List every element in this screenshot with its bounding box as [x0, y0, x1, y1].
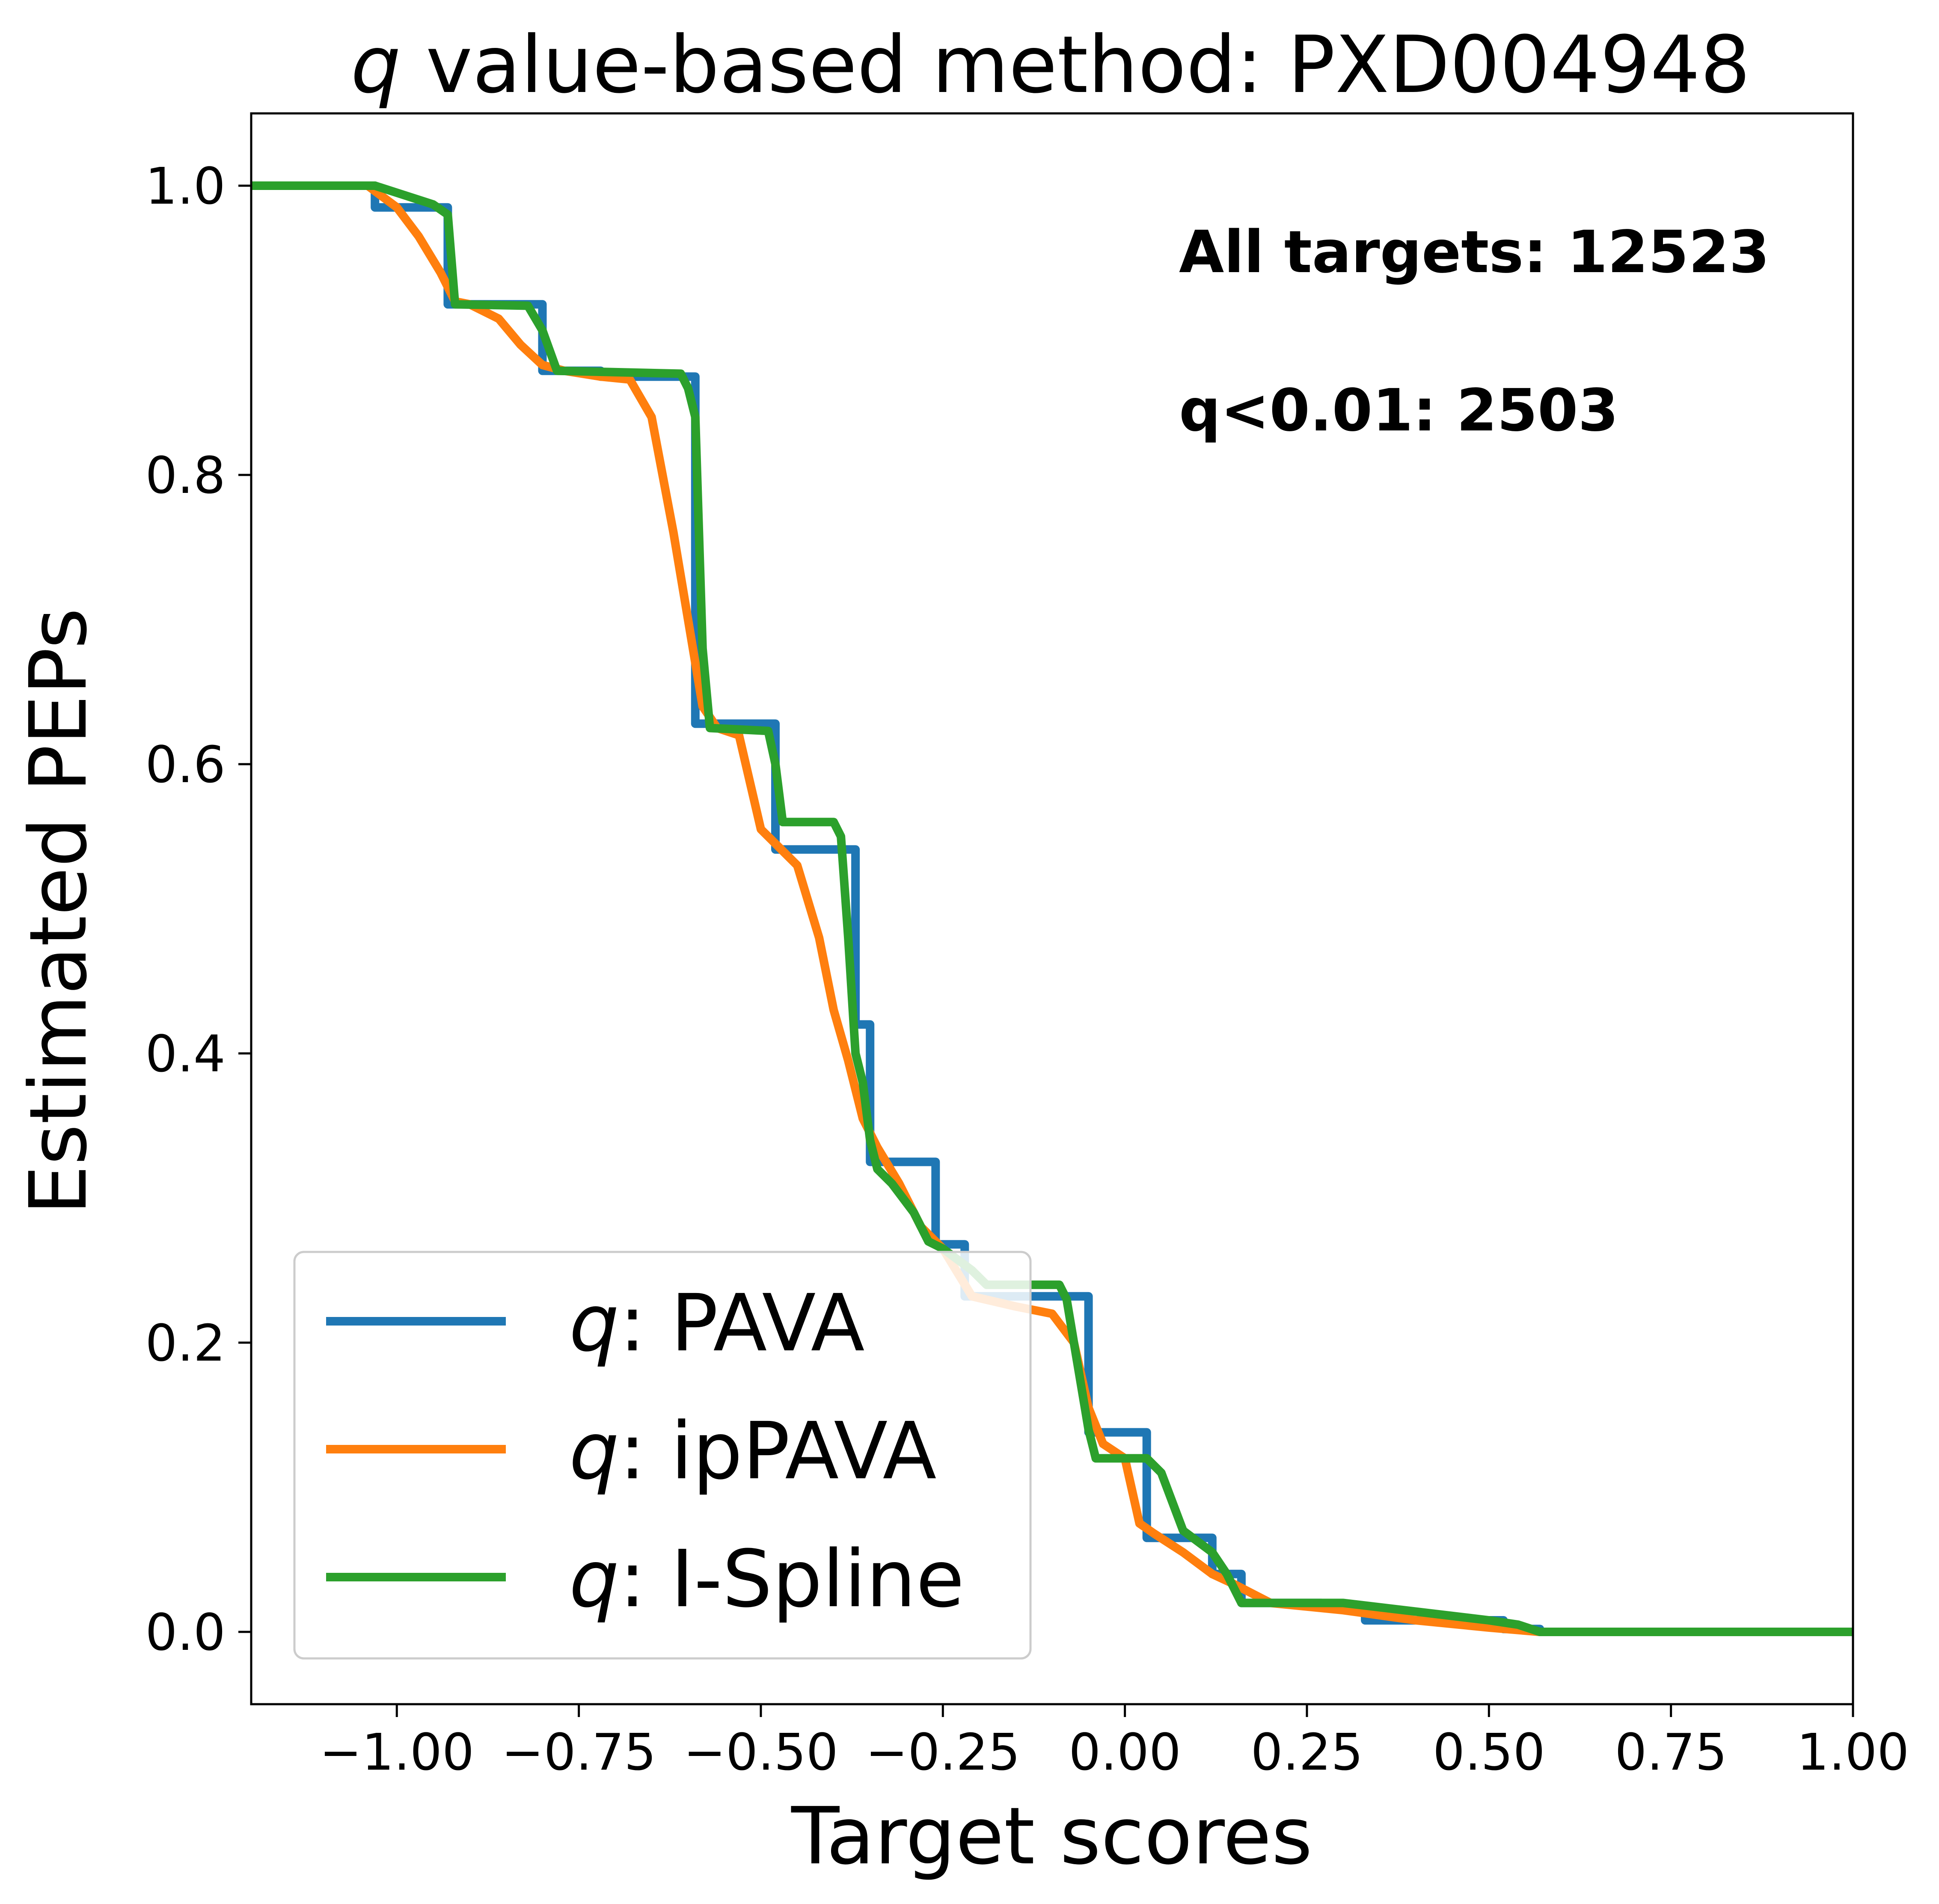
series-line-ippava [251, 181, 1853, 1636]
series-group [251, 181, 1853, 1636]
legend-label-ispline: q: I-Spline [569, 1533, 965, 1625]
x-tick-label: −1.00 [319, 1723, 474, 1782]
y-axis-label: Estimated PEPs [13, 608, 104, 1215]
y-tick-label: 0.0 [145, 1603, 226, 1662]
legend-label-ippava: q: ipPAVA [569, 1406, 936, 1497]
y-tick-label: 0.8 [145, 446, 226, 505]
annotation-q-threshold: q<0.01: 2503 [1179, 377, 1618, 445]
legend: q: PAVA q: ipPAVA q: I-Spline [293, 1251, 1032, 1660]
x-tick-label: −0.50 [683, 1723, 838, 1782]
y-tick-label: 0.4 [145, 1024, 226, 1083]
plot-frame [250, 112, 1854, 1705]
x-axis-label: Target scores [791, 1791, 1312, 1882]
x-tick-label: 0.50 [1433, 1723, 1545, 1782]
chart-title: q value-based method: PXD004948 [351, 19, 1750, 111]
y-tick-label: 0.2 [145, 1314, 226, 1373]
annotation-all-targets: All targets: 12523 [1179, 219, 1770, 286]
x-tick-label: 0.75 [1615, 1723, 1727, 1782]
x-axis-ticks: −1.00 −0.75 −0.50 −0.25 0.00 0.25 0.50 0.75 1.00 [319, 1704, 1909, 1782]
y-axis-ticks: 0.0 0.2 0.4 0.6 0.8 1.0 [145, 157, 251, 1662]
x-tick-label: 1.00 [1797, 1723, 1909, 1782]
y-tick-label: 1.0 [145, 157, 226, 216]
legend-label-pava: q: PAVA [569, 1278, 865, 1369]
x-tick-label: 0.25 [1251, 1723, 1363, 1782]
series-line-ispline [251, 181, 1853, 1636]
x-tick-label: −0.75 [502, 1723, 656, 1782]
x-tick-label: 0.00 [1069, 1723, 1181, 1782]
x-tick-label: −0.25 [865, 1723, 1020, 1782]
legend-box [293, 1251, 1032, 1660]
y-tick-label: 0.6 [145, 735, 226, 794]
